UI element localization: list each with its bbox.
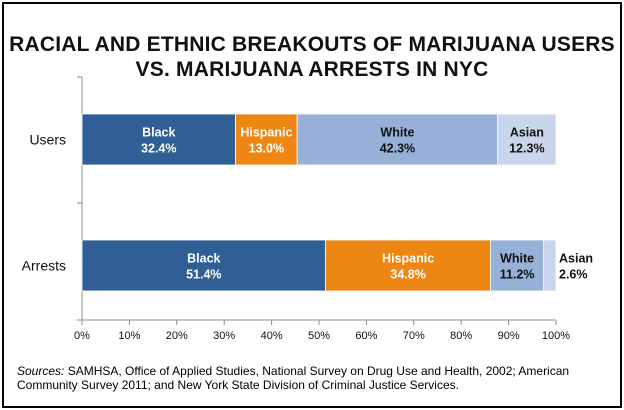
bar-segment	[81, 113, 236, 166]
category-label: Arrests	[22, 258, 66, 274]
x-tick-label: 80%	[450, 330, 472, 342]
bar-segment	[296, 113, 499, 166]
chart-bars	[81, 113, 557, 292]
segment-value-label: 12.3%	[509, 142, 544, 156]
segment-name-label: White	[500, 252, 534, 266]
x-tick-label: 50%	[308, 330, 330, 342]
x-tick-label: 20%	[166, 330, 188, 342]
bar-segment	[497, 113, 557, 166]
segment-name-label: Hispanic	[240, 126, 292, 140]
bar-segment	[325, 239, 491, 292]
x-tick-label: 40%	[261, 330, 283, 342]
x-tick-label: 30%	[213, 330, 235, 342]
category-label: Users	[29, 132, 66, 148]
segment-name-label: Black	[142, 126, 175, 140]
chart-axes: 0% 10% 20% 30% 40% 50% 60% 70% 80% 90% 100%	[74, 76, 570, 342]
x-tick-label: 0%	[74, 330, 90, 342]
segment-name-label: White	[380, 126, 414, 140]
segment-value-label: 13.0%	[249, 142, 284, 156]
segment-name-label: Black	[187, 252, 220, 266]
sources-note: Sources: SAMHSA, Office of Applied Studi…	[17, 364, 607, 392]
segment-name-label: Asian	[559, 252, 593, 266]
segment-value-label: 34.8%	[390, 268, 425, 282]
sources-text: SAMHSA, Office of Applied Studies, Natio…	[17, 364, 570, 392]
segment-value-label: 11.2%	[500, 268, 535, 282]
chart-labels: Users Arrests Black 32.4% Hispanic 13.0% White…	[22, 126, 593, 282]
bar-segment	[235, 113, 298, 166]
chart-title-line-2: VS. MARIJUANA ARRESTS IN NYC	[135, 58, 489, 81]
x-tick-label: 10%	[118, 330, 140, 342]
segment-value-label: 42.3%	[380, 142, 415, 156]
segment-value-label: 2.6%	[559, 268, 588, 282]
bar-segment	[543, 239, 557, 292]
segment-name-label: Hispanic	[382, 252, 434, 266]
x-tick-label: 100%	[542, 330, 570, 342]
x-tick-label: 70%	[403, 330, 425, 342]
x-tick-label: 60%	[355, 330, 377, 342]
chart-title: RACIAL AND ETHNIC BREAKOUTS OF MARIJUANA…	[4, 32, 620, 82]
segment-value-label: 32.4%	[141, 142, 176, 156]
x-tick-label: 90%	[498, 330, 520, 342]
sources-lead: Sources:	[17, 364, 65, 378]
segment-value-label: 51.4%	[186, 268, 221, 282]
bar-segment	[490, 239, 545, 292]
bar-segment	[81, 239, 327, 292]
segment-name-label: Asian	[510, 126, 544, 140]
chart-title-line-1: RACIAL AND ETHNIC BREAKOUTS OF MARIJUANA…	[9, 33, 615, 56]
